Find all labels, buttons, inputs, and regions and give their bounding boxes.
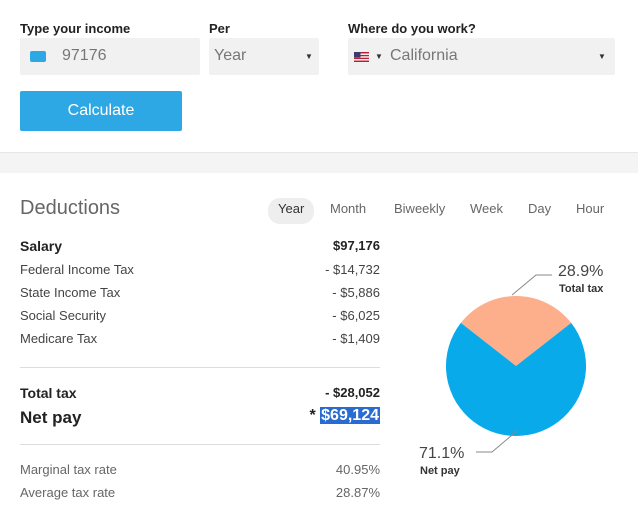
net-pay-value: $69,124 (320, 407, 380, 424)
section-gap (0, 153, 638, 173)
federal-tax-value: - $14,732 (325, 262, 380, 277)
income-label: Type your income (20, 21, 131, 36)
tab-month[interactable]: Month (330, 201, 367, 216)
total-tax-value: - $28,052 (325, 385, 380, 400)
state-tax-label: State Income Tax (20, 285, 121, 300)
income-input-value: 97176 (62, 47, 107, 64)
tab-day[interactable]: Day (528, 201, 552, 216)
divider (20, 367, 380, 368)
net-pay-pie-label: Net pay (420, 465, 460, 477)
medicare-tax-value: - $1,409 (332, 331, 380, 346)
tab-hour[interactable]: Hour (576, 201, 605, 216)
social-security-label: Social Security (20, 308, 106, 323)
pie-slice-net-pay (446, 322, 586, 436)
location-select-value: California (390, 47, 458, 64)
per-select-value: Year (214, 47, 247, 64)
tab-biweekly[interactable]: Biweekly (394, 201, 446, 216)
average-rate-value: 28.87% (335, 485, 380, 500)
total-tax-pie-label: Total tax (559, 283, 604, 295)
state-tax-value: - $5,886 (332, 285, 380, 300)
location-select[interactable]: ▼ California ▼ (348, 38, 615, 75)
income-form-panel: Type your income 97176 Per Year ▼ Where … (0, 0, 638, 153)
pie-slice-total-tax (460, 296, 572, 366)
income-input[interactable]: 97176 (20, 38, 200, 75)
salary-label: Salary (20, 238, 63, 254)
salary-value: $97,176 (333, 238, 380, 253)
marginal-rate-value: 40.95% (335, 462, 380, 477)
chevron-down-icon: ▼ (598, 52, 606, 61)
net-pay-leader-line (476, 429, 519, 453)
federal-tax-label: Federal Income Tax (20, 262, 134, 277)
flag-chevron-down-icon: ▼ (375, 52, 383, 61)
average-rate-label: Average tax rate (20, 485, 116, 500)
deductions-title: Deductions (20, 197, 121, 219)
medicare-tax-label: Medicare Tax (20, 331, 98, 346)
divider (20, 444, 380, 445)
total-tax-pct: 28.9% (558, 263, 604, 280)
chat-bubble-icon (30, 51, 46, 62)
per-select[interactable]: Year ▼ (209, 38, 319, 75)
calculate-button[interactable]: Calculate (20, 91, 182, 131)
social-security-value: - $6,025 (332, 308, 380, 323)
per-label: Per (209, 21, 230, 36)
where-label: Where do you work? (348, 21, 476, 36)
net-pay-label: Net pay (20, 408, 82, 427)
net-pay-pct: 71.1% (419, 445, 465, 462)
net-pay-asterisk: * (309, 407, 316, 424)
total-tax-leader-line (511, 274, 552, 296)
marginal-rate-label: Marginal tax rate (20, 462, 117, 477)
tab-week[interactable]: Week (470, 201, 503, 216)
us-flag-icon (354, 52, 369, 62)
total-tax-label: Total tax (20, 385, 77, 401)
net-pay-value-wrap: * $69,124 (309, 407, 380, 425)
tax-pie-chart (446, 274, 586, 453)
tab-year[interactable]: Year (268, 198, 315, 224)
chevron-down-icon: ▼ (305, 52, 313, 61)
